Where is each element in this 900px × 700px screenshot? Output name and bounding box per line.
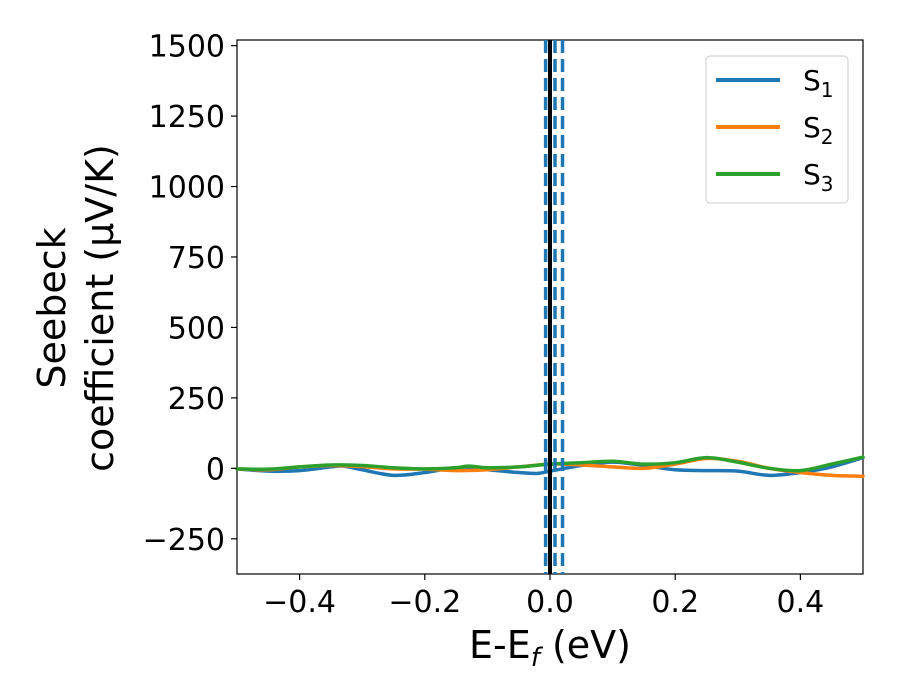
y-axis-label: Seebeck coefficient (μV/K) [30, 144, 122, 472]
x-axis: −0.4 −0.2 0.0 0.2 0.4 [263, 574, 824, 620]
y-tick-label: 0 [206, 452, 225, 487]
vertical-lines [543, 40, 565, 574]
x-tick-label: 0.4 [777, 585, 825, 620]
y-tick-label: 500 [168, 311, 225, 346]
legend-label-2: S2 [803, 111, 834, 149]
series-line-3 [235, 455, 865, 473]
y-axis-label-line2: coefficient (μV/K) [78, 144, 122, 472]
x-tick-label: −0.2 [388, 585, 461, 620]
y-axis-label-line1: Seebeck [30, 227, 74, 388]
legend-label-3: S3 [803, 158, 834, 196]
y-tick-label: 250 [168, 382, 225, 417]
legend-box [705, 55, 849, 204]
x-axis-label-unit: (eV) [540, 623, 631, 667]
legend: S1 S2 S3 [705, 55, 849, 204]
y-tick-label: 1500 [149, 30, 225, 65]
y-tick-label: 1250 [149, 100, 225, 135]
y-tick-label: 1000 [149, 171, 225, 206]
legend-label-1: S1 [803, 64, 834, 102]
y-tick-label: −250 [143, 523, 225, 558]
y-axis: −250 0 250 500 750 1000 1250 1500 [143, 30, 237, 558]
x-tick-label: −0.4 [263, 585, 336, 620]
y-tick-label: 750 [168, 241, 225, 276]
x-tick-label: 0.0 [526, 585, 574, 620]
x-axis-label-main: E-E [469, 623, 531, 667]
x-tick-label: 0.2 [651, 585, 699, 620]
x-axis-label: E-Ef (eV) [469, 623, 631, 673]
